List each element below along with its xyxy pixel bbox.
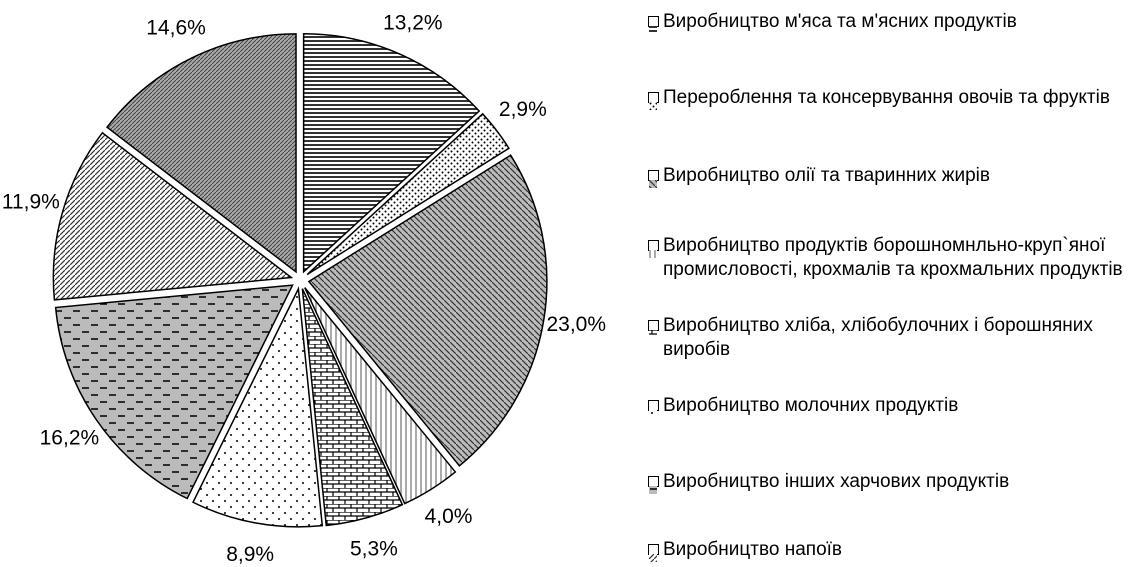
pie-slice xyxy=(52,131,294,301)
legend-swatch xyxy=(648,476,659,494)
legend-label: Виробництво олії та тваринних жирів xyxy=(663,165,990,186)
value-label: 11,9% xyxy=(2,190,60,213)
legend-entry: Виробництво олії та тваринних жирів xyxy=(648,164,1128,188)
legend-swatch xyxy=(648,544,659,562)
pie-slice xyxy=(192,286,324,528)
legend-swatch xyxy=(648,240,659,258)
legend-entry: Виробництво інших харчових продуктів xyxy=(648,470,1128,494)
legend-swatch xyxy=(648,170,659,188)
value-label: 13,2% xyxy=(383,11,443,34)
pie-slice xyxy=(54,284,294,500)
value-label: 16,2% xyxy=(40,426,100,449)
legend-entry: Перероблення та консервування овочів та … xyxy=(648,86,1128,110)
value-label: 8,9% xyxy=(226,543,274,566)
legend-label: Виробництво молочних продуктів xyxy=(663,395,959,416)
legend-label: Виробництво напоїв xyxy=(663,539,843,560)
value-label: 4,0% xyxy=(425,505,473,528)
pie-slice xyxy=(306,112,510,276)
legend-label: Перероблення та консервування овочів та … xyxy=(663,87,1110,108)
legend-entry: Виробництво м'яса та м'ясних продуктів xyxy=(648,10,1128,34)
pie-slice xyxy=(302,33,481,274)
pie-slice xyxy=(304,287,457,505)
chart: 13,2% 2,9% 23,0% 4,0% 5,3% 8,9% 16,2% 11,9% 14,6… xyxy=(2,11,606,566)
pie-slice xyxy=(301,288,404,527)
legend-entry: Виробництво продуктів борошномнльно-круп… xyxy=(648,234,1128,282)
legend-swatch xyxy=(648,400,659,418)
legend-entry: Виробництво напоїв xyxy=(648,538,1128,562)
value-label: 2,9% xyxy=(499,98,547,121)
pie-slice xyxy=(105,33,297,274)
pie-slice xyxy=(307,154,548,467)
value-label: 14,6% xyxy=(146,16,206,39)
legend-label: Виробництво продуктів борошномнльно-круп… xyxy=(663,235,1123,280)
legend-entry: Виробництво молочних продуктів xyxy=(648,394,1128,418)
legend-label: Виробництво хліба, хлібобулочних і борош… xyxy=(663,315,1093,360)
legend-swatch xyxy=(648,92,659,110)
legend-swatch xyxy=(648,16,659,34)
legend-label: Виробництво інших харчових продуктів xyxy=(663,471,1010,492)
legend-swatch xyxy=(648,320,659,338)
value-label: 5,3% xyxy=(350,538,398,561)
legend-entry: Виробництво хліба, хлібобулочних і борош… xyxy=(648,314,1128,362)
value-label: 23,0% xyxy=(546,313,606,336)
legend-label: Виробництво м'яса та м'ясних продуктів xyxy=(663,11,1017,32)
